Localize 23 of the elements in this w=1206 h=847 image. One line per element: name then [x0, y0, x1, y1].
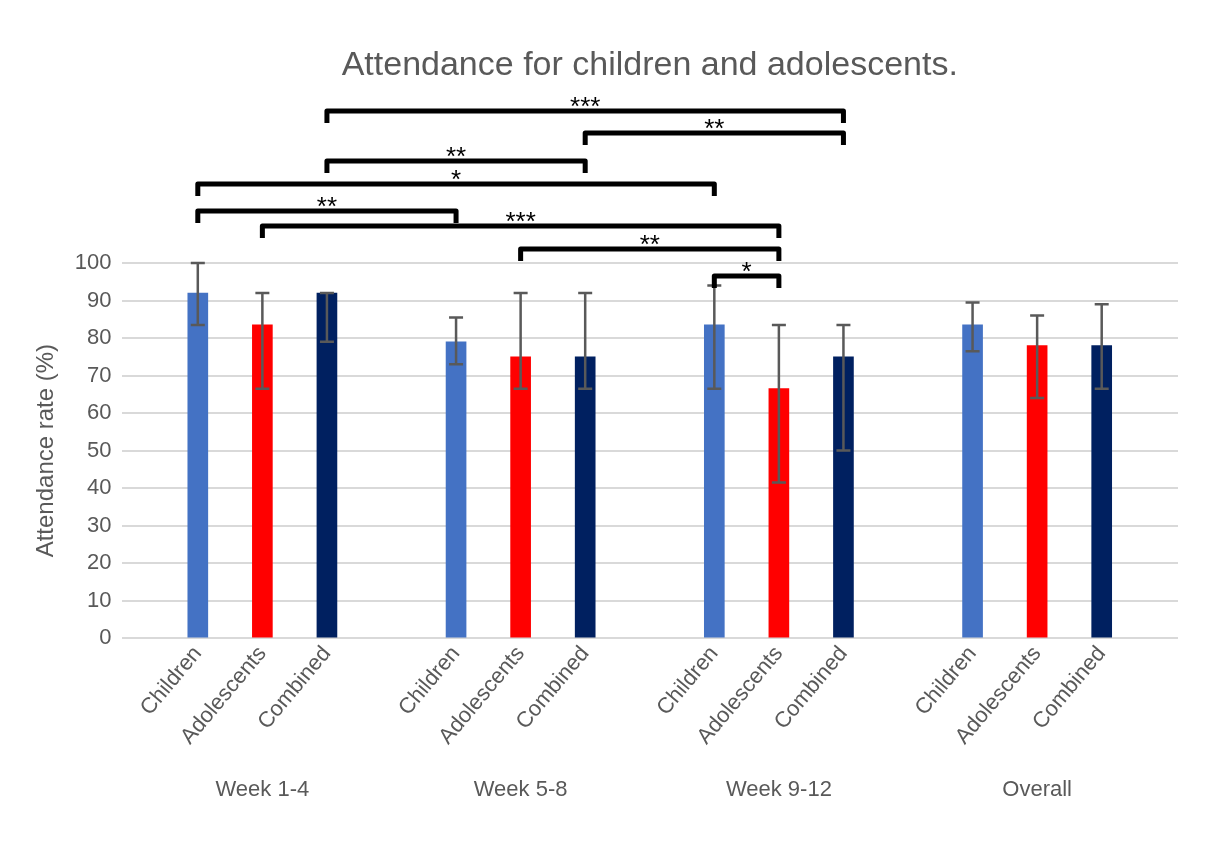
text: ** — [316, 191, 338, 221]
text: ** — [704, 113, 725, 143]
y-tick-label: 0 — [99, 624, 112, 650]
text: Week 9-12 — [725, 776, 832, 802]
y-tick-label: 70 — [87, 361, 112, 387]
y-tick-label: 60 — [87, 399, 112, 425]
text: *** — [570, 91, 601, 121]
y-tick-label: 10 — [87, 586, 112, 612]
text: Week 5-8 — [473, 776, 568, 802]
y-tick-label: 50 — [87, 436, 112, 462]
y-tick-label: 80 — [87, 324, 112, 350]
annotation: * — [741, 256, 752, 286]
text: ** — [639, 229, 660, 259]
y-tick-label: 100 — [74, 249, 112, 275]
y-tick-label: 90 — [87, 286, 112, 312]
text: *** — [505, 206, 536, 236]
y-tick-label: 20 — [87, 549, 112, 575]
y-axis-title: Attendance rate (%) — [31, 343, 59, 558]
text: Week 1-4 — [215, 776, 310, 802]
chart-title: Attendance for children and adolescents. — [341, 44, 958, 83]
y-tick-label: 40 — [87, 474, 112, 500]
y-tick-label: 30 — [87, 511, 112, 537]
text: Overall — [1002, 776, 1072, 802]
